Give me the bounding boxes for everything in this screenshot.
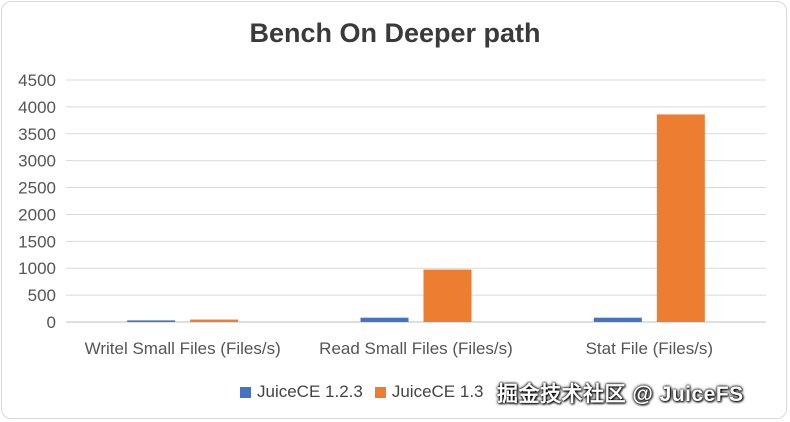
legend-swatch-series-1 xyxy=(240,386,251,398)
bar-1-2 xyxy=(360,317,409,322)
chart-title: Bench On Deeper path xyxy=(249,18,541,48)
y-tick-label: 2000 xyxy=(18,205,56,224)
y-tick-label: 2500 xyxy=(18,179,56,198)
y-tick-label: 4500 xyxy=(18,71,56,90)
legend-swatch-series-2 xyxy=(374,386,386,398)
bar-2-3 xyxy=(656,114,705,322)
legend-label-series-1: JuiceCE 1.2.3 xyxy=(257,382,363,401)
y-tick-label: 0 xyxy=(47,313,56,332)
y-tick-label: 3000 xyxy=(18,152,56,171)
legend: JuiceCE 1.2.3 JuiceCE 1.3 xyxy=(240,380,496,404)
bar-1-3 xyxy=(593,317,642,322)
y-tick-label: 1500 xyxy=(18,232,56,251)
legend-label-series-2: JuiceCE 1.3 xyxy=(391,382,484,401)
x-tick-label: Stat File (Files/s) xyxy=(586,339,714,358)
bar-2-2 xyxy=(423,269,472,322)
watermark: 掘金技术社区 @ JuiceFS xyxy=(497,383,744,406)
x-tick-label: Read Small Files (Files/s) xyxy=(319,339,513,358)
y-tick-label: 500 xyxy=(28,286,56,305)
x-tick-label: Writel Small Files (Files/s) xyxy=(85,339,281,358)
bar-1-1 xyxy=(127,320,176,322)
y-tick-label: 3500 xyxy=(18,125,56,144)
y-tick-label: 1000 xyxy=(18,259,56,278)
bar-2-1 xyxy=(190,319,239,322)
y-tick-label: 4000 xyxy=(18,98,56,117)
legend-item-series-2: JuiceCE 1.3 xyxy=(374,382,484,402)
legend-item-series-1: JuiceCE 1.2.3 xyxy=(240,382,363,402)
